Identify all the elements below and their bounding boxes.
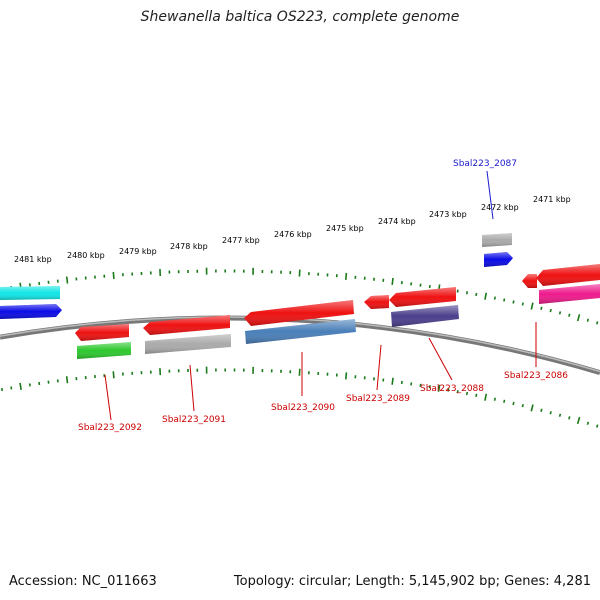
inner-ruler-tick bbox=[493, 397, 497, 401]
outer-ruler-tick bbox=[112, 271, 115, 280]
gene-arrow[interactable] bbox=[522, 274, 537, 288]
inner-ruler-tick bbox=[503, 399, 506, 403]
gene-label[interactable]: Sbal223_2092 bbox=[78, 423, 142, 433]
outer-ruler-tick bbox=[344, 272, 348, 281]
gene-arrow[interactable] bbox=[389, 287, 456, 307]
outer-ruler-tick bbox=[586, 318, 590, 322]
inner-ruler-tick bbox=[447, 388, 450, 392]
inner-ruler-tick bbox=[576, 416, 581, 425]
gene-arrow[interactable] bbox=[484, 252, 513, 267]
gene-label[interactable]: Sbal223_2090 bbox=[271, 403, 335, 413]
gene-arrow[interactable] bbox=[364, 295, 389, 309]
outer-ruler-tick bbox=[521, 302, 524, 306]
outer-ruler-tick bbox=[493, 296, 496, 300]
inner-ruler-tick bbox=[521, 404, 524, 408]
inner-ruler-tick bbox=[512, 401, 515, 406]
outer-ruler-tick bbox=[391, 277, 394, 285]
inner-ruler-tick bbox=[465, 391, 469, 396]
gene-arrow[interactable] bbox=[145, 334, 231, 354]
inner-ruler-tick bbox=[595, 424, 599, 428]
outer-ruler-tick bbox=[65, 276, 69, 284]
gene-arrow[interactable] bbox=[75, 324, 129, 341]
outer-ruler-tick bbox=[475, 292, 478, 297]
outer-ruler-tick bbox=[465, 291, 469, 295]
gene-arrow[interactable] bbox=[77, 342, 131, 359]
outer-ruler-tick bbox=[512, 300, 515, 304]
ruler-label: 2479 kbp bbox=[119, 247, 157, 256]
outer-ruler-tick bbox=[456, 289, 459, 293]
ruler-label: 2473 kbp bbox=[429, 210, 467, 219]
ruler-label: 2477 kbp bbox=[222, 236, 260, 245]
inner-ruler-tick bbox=[475, 393, 478, 397]
outer-ruler-tick bbox=[549, 308, 552, 313]
ruler-label: 2478 kbp bbox=[170, 242, 208, 251]
gene-arrow[interactable] bbox=[0, 286, 60, 300]
outer-ruler-tick bbox=[568, 313, 571, 317]
gene-label[interactable]: Sbal223_2091 bbox=[162, 415, 226, 425]
accession-text: Accession: NC_011663 bbox=[9, 574, 157, 589]
inner-ruler-tick bbox=[568, 416, 571, 420]
inner-ruler bbox=[0, 366, 599, 428]
gene-label[interactable]: Sbal223_2086 bbox=[504, 371, 568, 381]
inner-ruler-tick bbox=[549, 411, 552, 415]
inner-ruler-tick bbox=[437, 384, 441, 392]
inner-ruler-tick bbox=[558, 413, 562, 417]
outer-ruler-tick bbox=[558, 311, 562, 315]
inner-ruler-tick bbox=[484, 393, 488, 401]
gene-arrow[interactable] bbox=[244, 300, 354, 326]
leader-line bbox=[428, 337, 453, 381]
leader-line bbox=[189, 364, 195, 412]
outer-ruler-tick bbox=[484, 292, 488, 300]
inner-ruler-tick bbox=[456, 390, 459, 394]
leader-line bbox=[376, 344, 382, 391]
gene-label[interactable]: Sbal223_2087 bbox=[453, 159, 517, 169]
ruler-label: 2474 kbp bbox=[378, 217, 416, 226]
gene-arrow[interactable] bbox=[539, 284, 600, 304]
ruler-label: 2475 kbp bbox=[326, 224, 364, 233]
gene-features bbox=[0, 233, 600, 359]
inner-ruler-tick bbox=[586, 421, 590, 425]
inner-ruler-tick bbox=[65, 376, 69, 384]
gene-label[interactable]: Sbal223_2089 bbox=[346, 394, 410, 404]
ruler-label: 2472 kbp bbox=[481, 203, 519, 212]
ruler-label: 2471 kbp bbox=[533, 195, 571, 204]
outer-ruler-tick bbox=[530, 302, 534, 310]
outer-ruler-tick bbox=[503, 298, 506, 302]
inner-ruler-tick bbox=[530, 404, 534, 412]
inner-ruler-tick bbox=[540, 408, 543, 412]
inner-ruler-tick bbox=[391, 377, 394, 385]
leader-line bbox=[486, 170, 494, 220]
outer-ruler-tick bbox=[576, 314, 581, 322]
outer-ruler-tick bbox=[540, 306, 543, 310]
outer-ruler-tick bbox=[596, 321, 599, 325]
gene-arrow[interactable] bbox=[0, 304, 62, 319]
ruler-label: 2480 kbp bbox=[67, 251, 105, 260]
gene-arrow[interactable] bbox=[482, 233, 512, 247]
gene-labels: Sbal223_2087 Sbal223_2086 Sbal223_2088 S… bbox=[78, 159, 568, 433]
gene-label[interactable]: Sbal223_2088 bbox=[420, 384, 484, 394]
leader-line bbox=[104, 374, 112, 421]
inner-ruler-tick bbox=[344, 372, 348, 380]
gene-arrow[interactable] bbox=[536, 264, 600, 286]
gene-leader-lines bbox=[104, 170, 537, 421]
inner-ruler-tick bbox=[10, 386, 13, 390]
gene-arrow[interactable] bbox=[143, 315, 230, 335]
gene-arrow[interactable] bbox=[391, 305, 459, 327]
inner-ruler-tick bbox=[112, 371, 115, 379]
ruler-label: 2476 kbp bbox=[274, 230, 312, 239]
ruler-labels: 2481 kbp 2480 kbp 2479 kbp 2478 kbp 2477… bbox=[14, 195, 571, 264]
genome-summary-text: Topology: circular; Length: 5,145,902 bp… bbox=[233, 574, 591, 589]
backbone-line bbox=[0, 315, 600, 375]
inner-ruler-tick bbox=[19, 382, 22, 390]
gene-arrow[interactable] bbox=[245, 319, 356, 344]
inner-ruler-tick bbox=[0, 387, 4, 392]
map-title: Shewanella baltica OS223, complete genom… bbox=[140, 9, 460, 25]
ruler-label: 2481 kbp bbox=[14, 255, 52, 264]
